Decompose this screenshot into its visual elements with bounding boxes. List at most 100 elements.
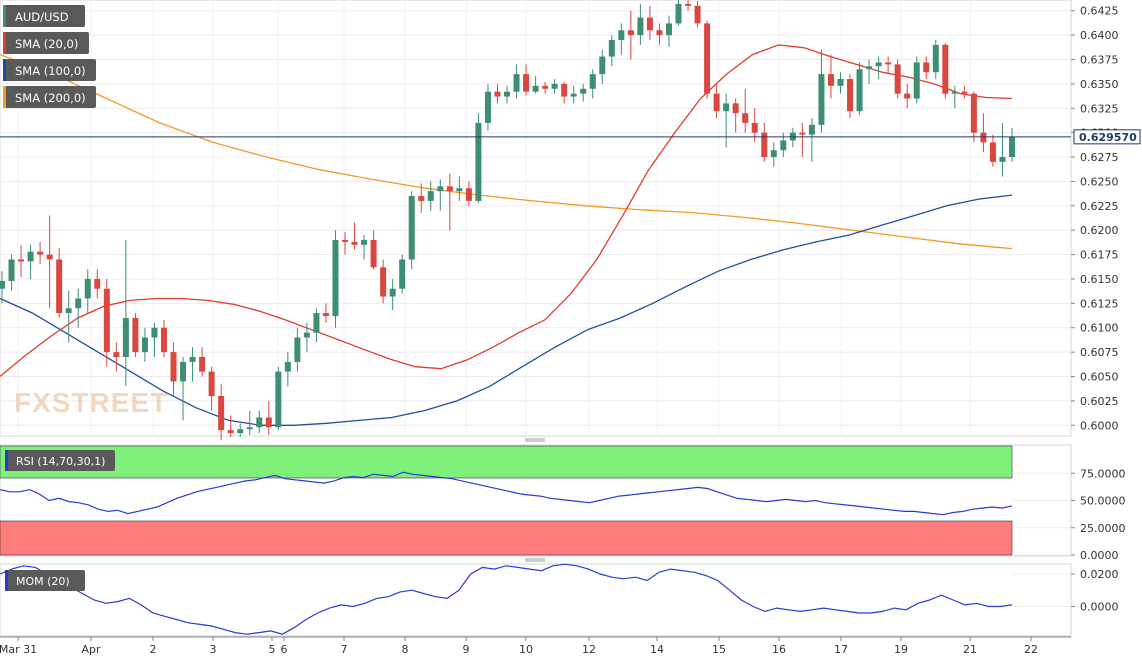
mom-label: MOM (20) bbox=[16, 575, 70, 588]
candle bbox=[827, 54, 834, 99]
candle-body bbox=[980, 132, 987, 143]
price-tick-label: 0.6075 bbox=[1080, 346, 1119, 359]
time-tick-label: 12 bbox=[582, 643, 596, 656]
candle-body bbox=[799, 132, 806, 135]
candle-body bbox=[675, 3, 682, 24]
candle bbox=[284, 352, 291, 387]
candle-body bbox=[761, 132, 768, 158]
candle bbox=[732, 98, 739, 133]
candle bbox=[218, 384, 225, 440]
rsi-legend-badge[interactable]: RSI (14,70,30,1) bbox=[5, 450, 115, 471]
price-tick-label: 0.6250 bbox=[1080, 175, 1119, 188]
candle-body bbox=[713, 93, 720, 112]
candle bbox=[361, 235, 368, 260]
candle bbox=[970, 91, 977, 143]
rsi-label: RSI (14,70,30,1) bbox=[16, 455, 105, 468]
candle bbox=[246, 410, 253, 436]
candle-body bbox=[627, 30, 634, 36]
price-tick-label: 0.6275 bbox=[1080, 151, 1119, 164]
mom-tick-label: 0.0000 bbox=[1080, 601, 1119, 614]
price-pane[interactable] bbox=[0, 0, 1072, 437]
candle bbox=[151, 322, 158, 357]
candle bbox=[0, 271, 5, 304]
legend-item-sma20[interactable]: SMA (20,0) bbox=[3, 32, 89, 54]
legend: AUD/USD SMA (20,0) SMA (100,0) SMA (200,… bbox=[3, 5, 96, 108]
candle-body bbox=[227, 430, 234, 434]
time-tick-label: 17 bbox=[834, 643, 848, 656]
candle-body bbox=[656, 30, 663, 36]
candle bbox=[980, 113, 987, 153]
candle bbox=[532, 76, 539, 94]
candle bbox=[923, 56, 930, 80]
candle-body bbox=[418, 196, 425, 201]
rsi-grid bbox=[1012, 472, 1071, 556]
time-tick-label: Apr bbox=[81, 643, 101, 656]
candle-body bbox=[8, 259, 15, 281]
legend-item-audusd[interactable]: AUD/USD bbox=[3, 5, 85, 27]
sma20-path bbox=[0, 44, 1013, 378]
rsi-tick-label: 25.0000 bbox=[1080, 522, 1126, 535]
candle bbox=[160, 319, 167, 357]
candle-body bbox=[1009, 136, 1015, 158]
legend-label-sma20: SMA (20,0) bbox=[15, 37, 78, 51]
price-tick-label: 0.6200 bbox=[1080, 224, 1119, 237]
time-tick-label: 21 bbox=[963, 643, 977, 656]
candle-body bbox=[332, 239, 339, 317]
candle-body bbox=[894, 64, 901, 94]
candle-body bbox=[856, 69, 863, 112]
candle bbox=[475, 113, 482, 203]
candle-body bbox=[513, 74, 520, 92]
candle bbox=[589, 69, 596, 99]
candle bbox=[103, 278, 110, 367]
mom-grid bbox=[1012, 573, 1071, 608]
candle bbox=[542, 81, 549, 94]
mom-path bbox=[0, 563, 1013, 635]
legend-item-sma100[interactable]: SMA (100,0) bbox=[3, 59, 96, 81]
candle-body bbox=[246, 427, 253, 430]
price-tick-label: 0.6000 bbox=[1080, 419, 1119, 432]
time-tick-label: 22 bbox=[1024, 643, 1038, 656]
candle bbox=[904, 83, 911, 109]
candle bbox=[808, 118, 815, 162]
candle bbox=[627, 10, 634, 60]
candle bbox=[856, 62, 863, 116]
candle bbox=[799, 122, 806, 158]
candle bbox=[761, 122, 768, 162]
sma100-path bbox=[0, 194, 1013, 426]
candle-body bbox=[484, 91, 491, 123]
legend-item-sma200[interactable]: SMA (200,0) bbox=[3, 86, 96, 108]
candle-body bbox=[732, 103, 739, 114]
candle-body bbox=[665, 23, 672, 36]
candle bbox=[227, 415, 234, 437]
candle bbox=[199, 347, 206, 377]
pane-splitter-handle[interactable] bbox=[525, 558, 545, 562]
candle-body bbox=[351, 241, 358, 245]
candle bbox=[618, 23, 625, 55]
candle-body bbox=[542, 85, 549, 89]
mom-pane[interactable] bbox=[0, 563, 1072, 637]
time-tick-label: 7 bbox=[341, 643, 348, 656]
time-tick-label: 10 bbox=[519, 643, 533, 656]
candle-body bbox=[504, 91, 510, 97]
candle bbox=[465, 181, 472, 206]
price-tick-label: 0.6050 bbox=[1080, 371, 1119, 384]
candle-body bbox=[199, 356, 206, 372]
candle-body bbox=[847, 79, 854, 112]
candle bbox=[513, 64, 520, 99]
candle-body bbox=[132, 317, 139, 353]
mom-legend-badge[interactable]: MOM (20) bbox=[5, 570, 85, 591]
price-tick-label: 0.6350 bbox=[1080, 78, 1119, 91]
last-price-tag: 0.629570 bbox=[1073, 129, 1141, 145]
candle-body bbox=[399, 259, 406, 289]
candle-body bbox=[303, 332, 310, 338]
candle bbox=[389, 278, 396, 311]
candle-body bbox=[294, 337, 301, 362]
candle bbox=[456, 176, 463, 201]
candle-body bbox=[637, 17, 644, 36]
candle bbox=[599, 49, 606, 84]
pane-splitter-handle[interactable] bbox=[525, 438, 545, 442]
candle-body bbox=[313, 313, 320, 333]
candle bbox=[713, 83, 720, 119]
candle bbox=[122, 239, 129, 387]
candle bbox=[8, 254, 15, 291]
